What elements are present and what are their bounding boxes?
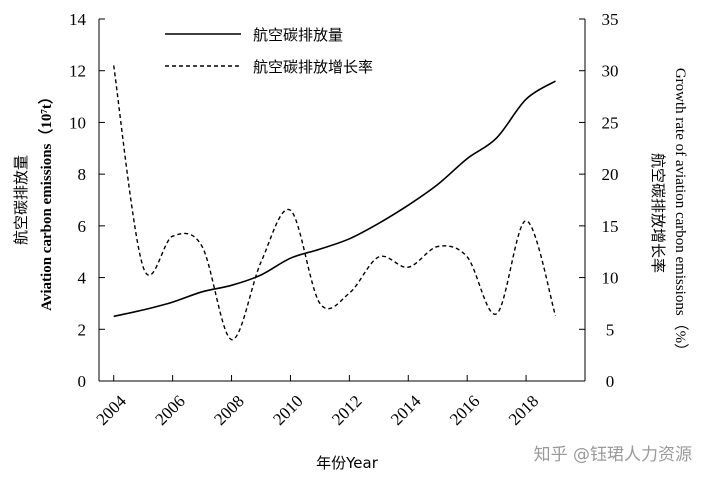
legend-label-growth-rate: 航空碳排放增长率 <box>253 58 373 76</box>
x-tick-label: 2004 <box>93 391 131 429</box>
right-tick-label: 20 <box>602 165 619 184</box>
right-tick-label: 0 <box>606 372 615 391</box>
right-tick-label: 35 <box>602 10 619 29</box>
left-tick-label: 12 <box>69 62 86 81</box>
left-tick-label: 6 <box>78 217 87 236</box>
left-tick-label: 10 <box>69 113 86 132</box>
right-tick-label: 25 <box>602 113 619 132</box>
x-tick-label: 2012 <box>328 391 365 428</box>
right-tick-label: 15 <box>602 217 619 236</box>
left-tick-label: 14 <box>69 10 87 29</box>
left-tick-label: 8 <box>78 165 87 184</box>
series-line-growth-rate <box>113 65 557 341</box>
right-tick-label: 5 <box>606 320 615 339</box>
series-line-carbon-emissions <box>113 80 556 318</box>
x-tick-label: 2014 <box>387 391 425 429</box>
x-tick-label: 2010 <box>269 391 306 428</box>
legend: 航空碳排放量 航空碳排放增长率 <box>165 26 373 76</box>
right-y-axis-ticks: 0 5 10 15 20 25 30 35 <box>579 10 619 391</box>
left-y-axis-label-en: Aviation carbon emissions（10⁷t） <box>37 89 55 311</box>
left-y-axis-ticks: 0 2 4 6 8 10 12 14 <box>69 10 105 391</box>
left-y-axis-label-cn: 航空碳排放量 <box>12 155 30 245</box>
right-tick-label: 30 <box>602 62 619 81</box>
x-tick-label: 2008 <box>210 391 247 428</box>
left-tick-label: 2 <box>78 320 87 339</box>
right-tick-label: 10 <box>602 269 619 288</box>
left-tick-label: 0 <box>78 372 87 391</box>
right-y-axis-label-en: Growth rate of aviation carbon emissions… <box>672 68 689 358</box>
x-axis-ticks: 2004 2006 2008 2010 2012 2014 2016 2018 <box>93 375 542 429</box>
x-tick-label: 2016 <box>446 391 483 428</box>
x-tick-label: 2006 <box>151 391 188 428</box>
x-tick-label: 2018 <box>505 391 542 428</box>
watermark: 知乎 @钰珺人力资源 <box>534 445 692 465</box>
x-axis-label: 年份Year <box>316 454 379 472</box>
legend-label-emissions: 航空碳排放量 <box>253 26 343 44</box>
left-tick-label: 4 <box>78 269 87 288</box>
right-y-axis-label-cn: 航空碳排放增长率 <box>649 153 667 273</box>
